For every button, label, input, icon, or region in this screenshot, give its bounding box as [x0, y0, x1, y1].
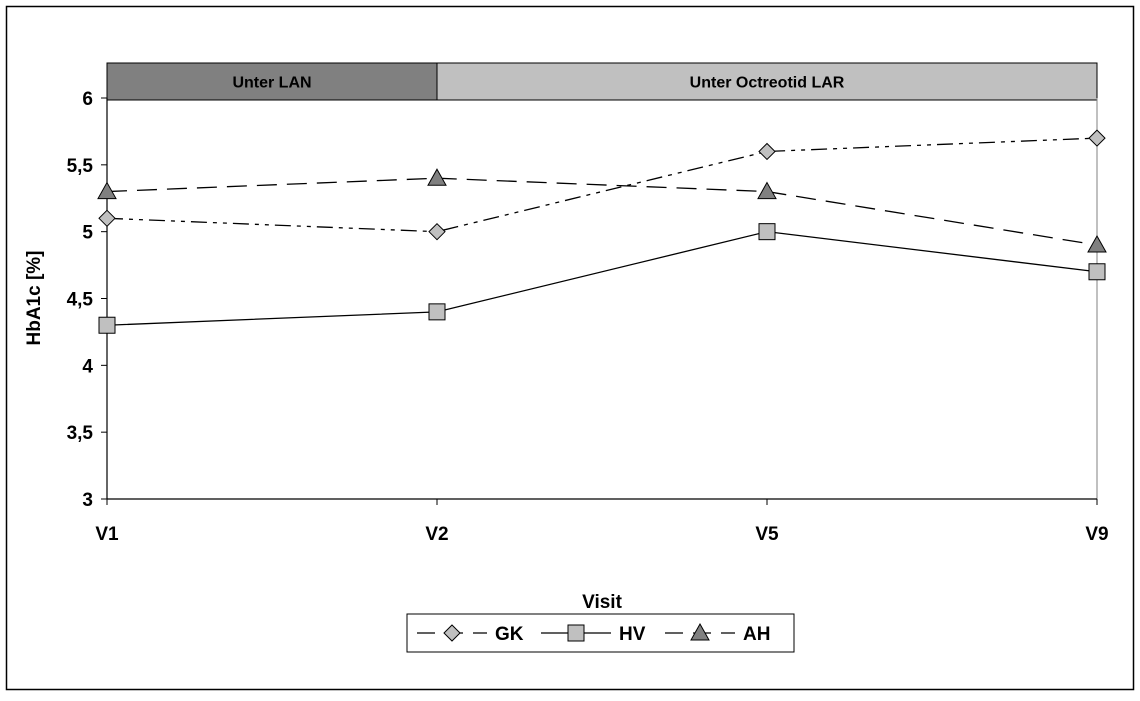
phase-band-1 [106, 62, 438, 101]
y-tick-label: 3,5 [67, 423, 94, 444]
legend-label-ah: AH [743, 624, 770, 645]
data-point-hv [758, 223, 776, 241]
data-point-ah [97, 181, 117, 200]
series-line-hv [106, 231, 1098, 326]
data-point-ah [1087, 235, 1107, 253]
y-tick-label: 4,5 [67, 290, 94, 311]
data-point-ah [757, 181, 777, 200]
legend-label-hv: HV [619, 624, 646, 645]
y-tick-label: 3 [82, 490, 93, 511]
y-axis-label: HbA1c [%] [24, 250, 45, 345]
y-tick-label: 5 [82, 223, 93, 244]
data-point-gk [428, 222, 446, 241]
x-axis-label: Visit [582, 592, 622, 613]
legend-marker-gk [443, 624, 461, 642]
phase-label-1: Unter LAN [232, 75, 311, 92]
series-line-ah [106, 177, 1098, 246]
data-point-gk [98, 209, 116, 228]
legend-marker-ah [690, 622, 710, 641]
x-tick-label: V9 [1085, 524, 1108, 545]
data-point-gk [758, 142, 776, 161]
data-point-hv [98, 316, 116, 334]
y-tick-label: 5,5 [67, 156, 94, 177]
outer-border [5, 5, 1135, 691]
legend-marker-hv [567, 624, 585, 642]
x-tick-label: V1 [95, 524, 119, 545]
data-point-hv [428, 303, 446, 321]
y-tick-label: 4 [82, 356, 93, 377]
data-point-gk [1088, 129, 1106, 147]
legend: GK HV AH [406, 613, 795, 653]
y-tick-label: 6 [82, 89, 93, 110]
phase-band-2 [436, 62, 1098, 101]
x-tick-label: V5 [755, 524, 779, 545]
legend-label-gk: GK [495, 624, 524, 645]
data-point-ah [427, 168, 447, 186]
phase-label-2: Unter Octreotid LAR [690, 75, 845, 92]
data-point-hv [1088, 263, 1106, 281]
x-tick-label: V2 [425, 524, 448, 545]
